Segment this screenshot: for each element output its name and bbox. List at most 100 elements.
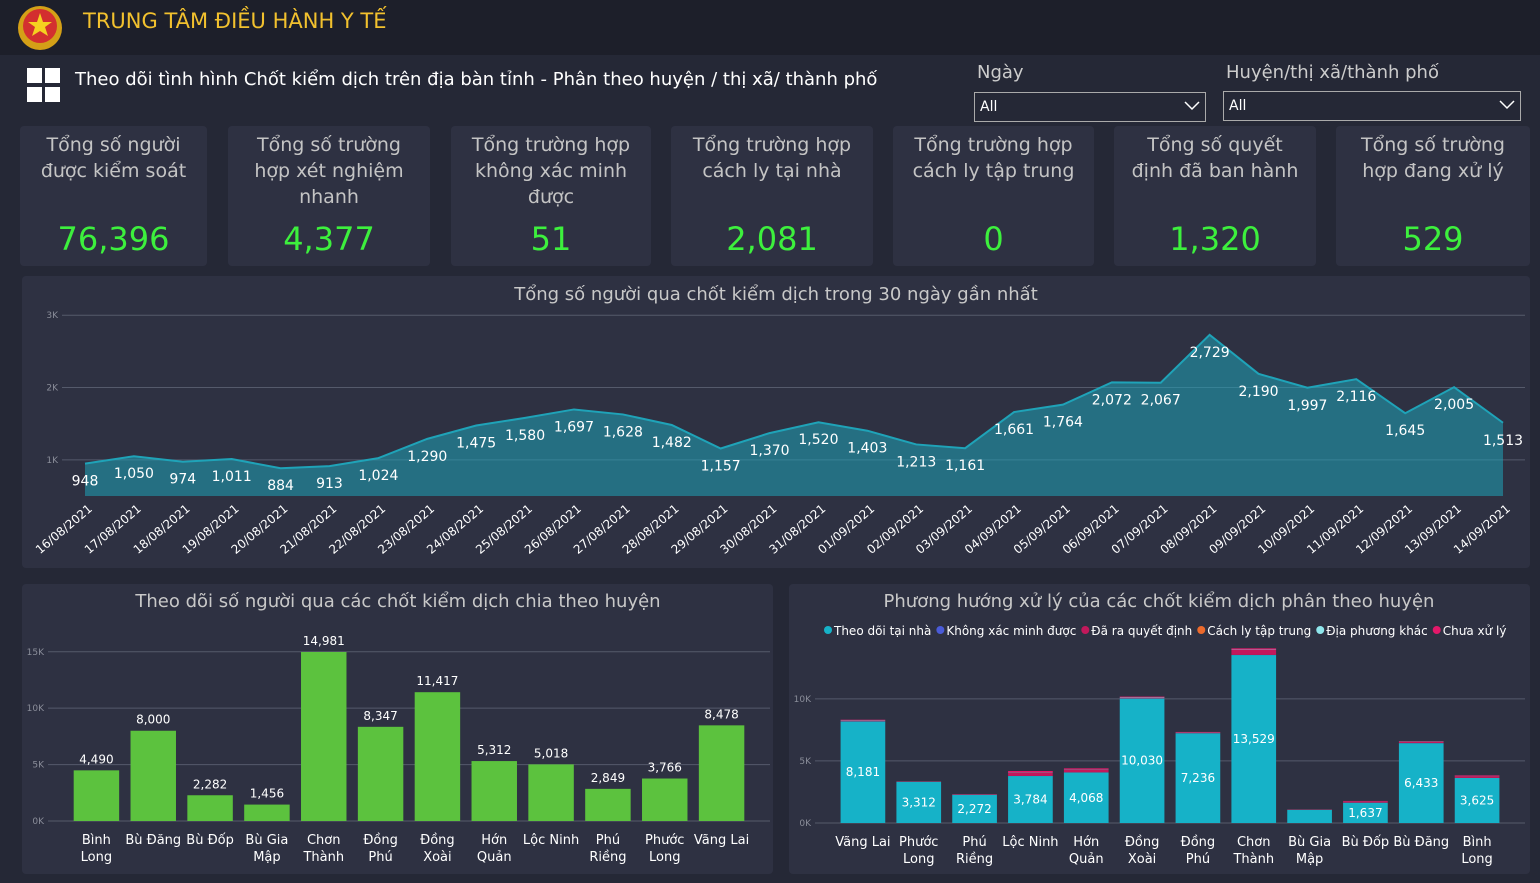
x-tick-label: Vãng Lai xyxy=(693,833,750,848)
legend-marker xyxy=(1081,626,1090,634)
data-label: 1,637 xyxy=(1348,806,1382,820)
legend-label: Địa phương khác xyxy=(1326,624,1428,638)
y-tick-label: 10K xyxy=(27,704,45,714)
bar-segment xyxy=(896,781,942,823)
bar xyxy=(642,778,688,821)
data-label: 11,417 xyxy=(416,674,458,688)
bar xyxy=(698,725,745,821)
kpi-value: 2,081 xyxy=(726,220,818,258)
data-label: 4,068 xyxy=(1069,791,1103,805)
bar-segment xyxy=(1008,772,1053,776)
bar xyxy=(130,730,176,821)
emblem xyxy=(18,6,62,50)
data-label: 5,312 xyxy=(477,743,511,757)
area xyxy=(85,334,1503,496)
data-label: 1,011 xyxy=(212,469,252,485)
y-tick-label: 10K xyxy=(794,695,812,705)
data-label: 3,625 xyxy=(1460,794,1494,808)
bar-segment xyxy=(1008,770,1053,772)
y-tick-label: 2K xyxy=(46,384,59,394)
data-label: 8,478 xyxy=(704,707,738,721)
x-tick-label: Phước Long xyxy=(645,833,685,865)
legend-label: Chưa xử lý xyxy=(1443,624,1507,638)
bar-segment xyxy=(1008,776,1053,823)
legend-marker xyxy=(1432,626,1441,634)
filter-label: Ngày xyxy=(977,62,1024,83)
chart-title: Theo dõi số người qua các chốt kiểm dịch… xyxy=(134,591,660,612)
bar xyxy=(414,692,461,821)
kpi-card: Tổng trường hợp không xác minh được 51 xyxy=(451,126,651,266)
filter-select[interactable]: All xyxy=(974,92,1206,122)
x-tick-label: Bình Long xyxy=(1461,835,1493,867)
data-label: 1,482 xyxy=(652,435,692,451)
legend-marker xyxy=(1316,626,1325,634)
bar-segment xyxy=(1119,697,1165,699)
x-tick-label: Bù Gia Mập xyxy=(1288,835,1332,867)
kpi-card: Tổng số trường hợp xét nghiệm nhanh 4,377 xyxy=(228,126,430,266)
data-label: 1,580 xyxy=(505,428,545,444)
chart-title: Phương hướng xử lý của các chốt kiểm dịc… xyxy=(884,591,1435,612)
data-label: 4,490 xyxy=(79,752,113,766)
data-label: 1,628 xyxy=(603,424,643,440)
data-label: 948 xyxy=(72,474,99,490)
kpi-card: Tổng trường hợp cách ly tại nhà 2,081 xyxy=(671,126,873,266)
app-title: TRUNG TÂM ĐIỀU HÀNH Y TẾ xyxy=(83,9,387,33)
filter-label: Huyện/thị xã/thành phố xyxy=(1226,62,1439,83)
data-label: 1,290 xyxy=(407,449,447,465)
kpi-card: Tổng trường hợp cách ly tập trung 0 xyxy=(893,126,1094,266)
kpi-label: Tổng số trường hợp xét nghiệm nhanh xyxy=(254,134,404,208)
chevron xyxy=(1499,100,1515,110)
bar-segment xyxy=(1175,732,1221,734)
x-tick-label: Bù Gia Mập xyxy=(245,833,289,865)
legend-label: Cách ly tập trung xyxy=(1207,624,1311,638)
x-tick-label: Lộc Ninh xyxy=(1002,835,1059,850)
legend-label: Theo dõi tại nhà xyxy=(833,624,931,638)
data-label: 2,849 xyxy=(591,771,625,785)
chart-title: Tổng số người qua chốt kiểm dịch trong 3… xyxy=(513,284,1038,305)
data-label: 1,050 xyxy=(114,466,154,482)
data-label: 14,981 xyxy=(303,634,345,648)
kpi-card: Tổng số quyết định đã ban hành 1,320 xyxy=(1114,126,1316,266)
filter-value: All xyxy=(980,99,998,115)
data-label: 1,645 xyxy=(1385,423,1425,439)
data-label: 2,272 xyxy=(957,802,991,816)
data-label: 5,018 xyxy=(534,746,568,760)
data-label: 2,067 xyxy=(1141,393,1181,409)
bar-segment xyxy=(1287,809,1332,823)
filter-select[interactable]: All xyxy=(1223,91,1521,121)
legend-marker xyxy=(824,626,832,634)
x-tick-label: Chơn Thành xyxy=(1233,835,1275,867)
data-label: 13,529 xyxy=(1233,732,1275,746)
bar-segment xyxy=(1231,648,1277,650)
bar-segment xyxy=(1175,733,1221,823)
kpi-value: 76,396 xyxy=(57,220,170,258)
x-tick-label: Đồng Phú xyxy=(363,833,398,865)
legend-marker xyxy=(1197,626,1206,634)
kpi-value: 529 xyxy=(1402,220,1464,258)
bar xyxy=(244,804,290,821)
line xyxy=(84,333,1504,470)
data-label: 2,072 xyxy=(1092,392,1132,408)
data-label: 1,157 xyxy=(701,458,741,474)
x-tick-label: Chơn Thành xyxy=(303,833,345,865)
subtitle: Theo dõi tình hình Chốt kiểm dịch trên đ… xyxy=(75,69,878,90)
kpi-value: 4,377 xyxy=(283,220,375,258)
data-label: 1,475 xyxy=(456,436,496,452)
x-tick-label: Bù Đốp xyxy=(186,833,234,848)
x-tick-label: Vãng Lai xyxy=(835,835,891,850)
kpi-label: Tổng trường hợp cách ly tại nhà xyxy=(692,134,852,182)
bar xyxy=(301,651,347,821)
data-label: 8,181 xyxy=(846,765,880,779)
bar xyxy=(73,770,120,821)
kpi-label: Tổng số trường hợp đang xử lý xyxy=(1361,134,1505,182)
kpi-label: Tổng số quyết định đã ban hành xyxy=(1131,134,1299,182)
data-label: 1,997 xyxy=(1287,398,1327,414)
data-label: 8,000 xyxy=(136,713,170,727)
bar-segment xyxy=(1398,743,1444,823)
y-tick-label: 0K xyxy=(32,817,45,827)
x-tick-label: Lộc Ninh xyxy=(522,833,580,848)
data-label: 1,513 xyxy=(1483,433,1523,449)
bar-segment xyxy=(1343,801,1388,803)
y-tick-label: 0K xyxy=(799,819,812,829)
data-label: 1,161 xyxy=(945,458,985,474)
